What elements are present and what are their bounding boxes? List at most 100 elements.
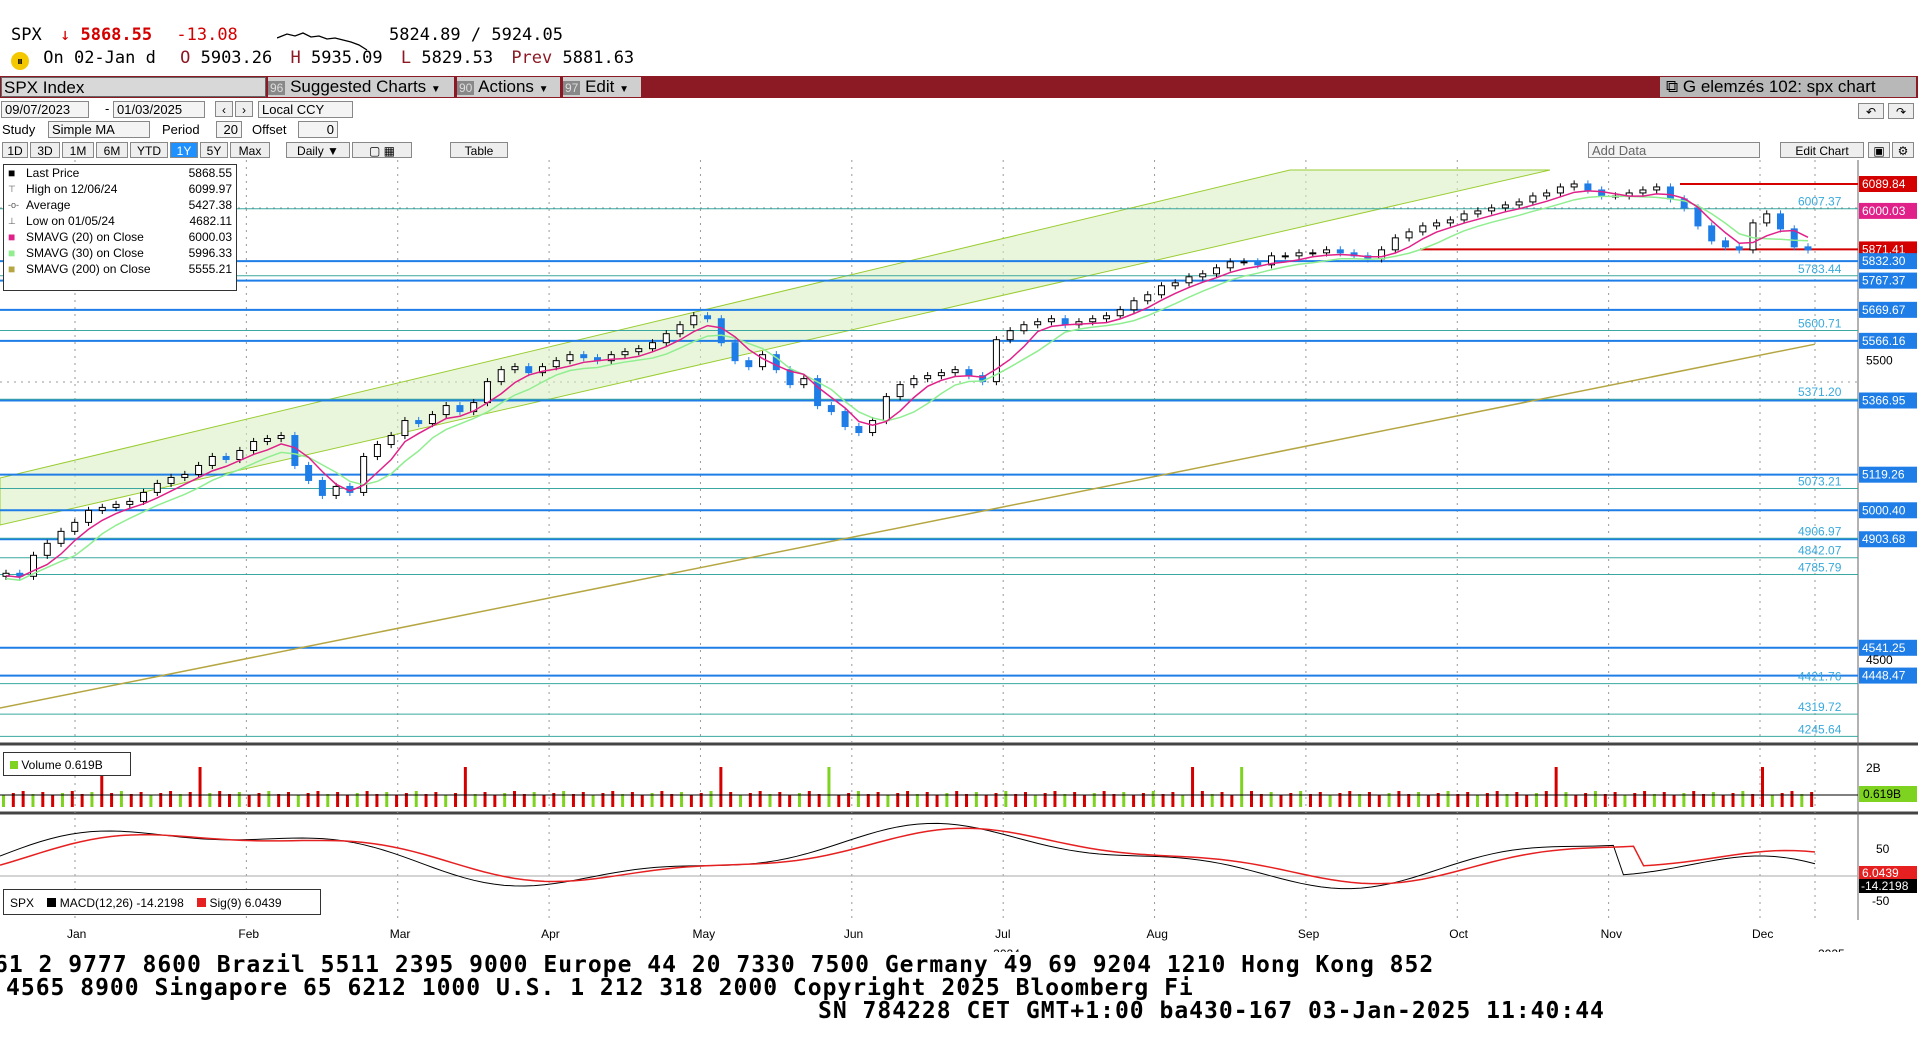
suggested-label: Suggested Charts [290,77,427,96]
candle-body [1295,252,1303,257]
undo-icon[interactable]: ↶ [1858,103,1884,119]
volume-bar [542,795,546,807]
date-to-field[interactable]: 01/03/2025 [113,101,205,118]
candle-body [676,324,684,335]
volume-bar [689,795,693,807]
save-icon[interactable]: ▣ [1868,142,1890,158]
actions-menu[interactable]: 90 Actions ▼ [457,77,560,97]
volume-bar [1515,792,1519,807]
price-level-label: 5119.26 [1862,468,1905,482]
volume-bar [1259,794,1263,807]
study-select[interactable]: Simple MA [48,121,150,138]
range-button-max[interactable]: Max [230,142,270,158]
add-data-field[interactable]: Add Data [1588,142,1760,158]
chart-style-buttons[interactable]: ▢ ▦ [352,142,412,158]
signal-value-label: 6.0439 [1862,866,1899,880]
candle-body [250,441,258,452]
volume-bar [60,793,64,807]
currency-select[interactable]: Local CCY [258,101,353,118]
chart-title-field[interactable]: ⧉ G elemzés 102: spx chart [1660,77,1916,97]
candle-body [1721,240,1729,248]
candle-body [1144,294,1152,302]
interval-select[interactable]: Daily ▼ [286,142,350,158]
volume-bar [404,793,408,807]
range-button-1d[interactable]: 1D [2,142,28,158]
volume-bar [1525,795,1529,807]
price-level-label: 5767.37 [1862,274,1906,288]
security-field[interactable]: SPX Index [1,77,266,97]
range-button-3d[interactable]: 3D [30,142,60,158]
volume-bar [1485,793,1489,807]
candle-body [607,354,615,362]
volume-bar [768,794,772,807]
range-button-5y[interactable]: 5Y [200,142,228,158]
x-tick-label: Mar [390,927,411,941]
edit-menu[interactable]: 97 Edit ▼ [563,77,641,97]
gear-icon[interactable]: ⚙ [1892,142,1914,158]
macd-value-label: -14.2198 [1861,879,1909,893]
candle-body [635,348,643,353]
high-value: 5935.09 [311,48,383,68]
volume-bar [1417,792,1421,807]
candle-body [800,378,808,386]
ohlc-line: ⏸ On 02-Jan d O 5903.26 H 5935.09 L 5829… [11,48,634,70]
period-field[interactable]: 20 [216,121,242,138]
suggested-charts-menu[interactable]: 96 Suggested Charts ▼ [268,77,454,97]
macd-line [0,822,1816,890]
x-tick-label: Oct [1449,927,1468,941]
volume-bar [552,793,556,807]
volume-bar [1073,792,1077,807]
volume-bar [699,793,703,807]
legend-row: ⊥ Low on 01/05/24 4682.11 [4,213,236,229]
year-label: 2025 [1818,947,1845,952]
volume-bar [306,793,310,807]
volume-bar [1466,792,1470,807]
price-level-label: 5832.30 [1862,254,1906,268]
volume-bar [1721,795,1725,807]
clock-icon[interactable]: ⏸ [11,52,29,70]
volume-bar [1790,791,1794,807]
fib-label: 5600.71 [1798,316,1842,330]
price-level-label: 4448.47 [1862,669,1906,683]
candle-body [456,405,464,413]
legend-swatch: ⊤ [8,184,16,194]
price-level-box [1859,253,1917,270]
suggested-num: 96 [268,81,286,95]
price-level-box [1859,301,1917,318]
volume-bar [1387,793,1391,807]
range-button-1y[interactable]: 1Y [170,142,198,158]
range-button-1m[interactable]: 1M [62,142,94,158]
date-from-field[interactable]: 09/07/2023 [1,101,89,118]
volume-bar [1593,791,1597,807]
volume-bar [1230,795,1234,807]
volume-bar [149,795,153,807]
date-separator: - [105,101,110,116]
price-chart[interactable]: Jan Feb Mar Apr May Jun Jul Aug Sep Oct Nov Dec 2024… [0,160,1918,952]
offset-field[interactable]: 0 [298,121,338,138]
volume-bar [955,791,959,807]
ticker: SPX [11,25,42,45]
volume-bar [1652,794,1656,807]
candle-body [1336,249,1344,254]
table-button[interactable]: Table [450,142,508,158]
range-button-ytd[interactable]: YTD [130,142,168,158]
prev-period-button[interactable]: ‹ [215,101,233,117]
legend-label: SMAVG (30) on Close [26,246,144,260]
redo-icon[interactable]: ↷ [1888,103,1914,119]
candle-body [442,405,450,416]
fib-label: 4785.79 [1798,561,1842,575]
volume-bar [1348,791,1352,807]
volume-bar [31,794,35,807]
volume-bar [41,792,45,807]
candle-body [1584,183,1592,191]
range-button-6m[interactable]: 6M [96,142,128,158]
price-level-label: 5000.40 [1862,503,1906,517]
x-tick-label: Apr [541,927,560,941]
prev-value: 5881.63 [562,48,635,68]
candle-body [1666,186,1674,200]
candle-body [16,572,24,577]
candle-body [1790,228,1798,248]
next-period-button[interactable]: › [235,101,253,117]
edit-chart-button[interactable]: Edit Chart [1780,142,1864,158]
legend-swatch: ■ [8,262,16,276]
